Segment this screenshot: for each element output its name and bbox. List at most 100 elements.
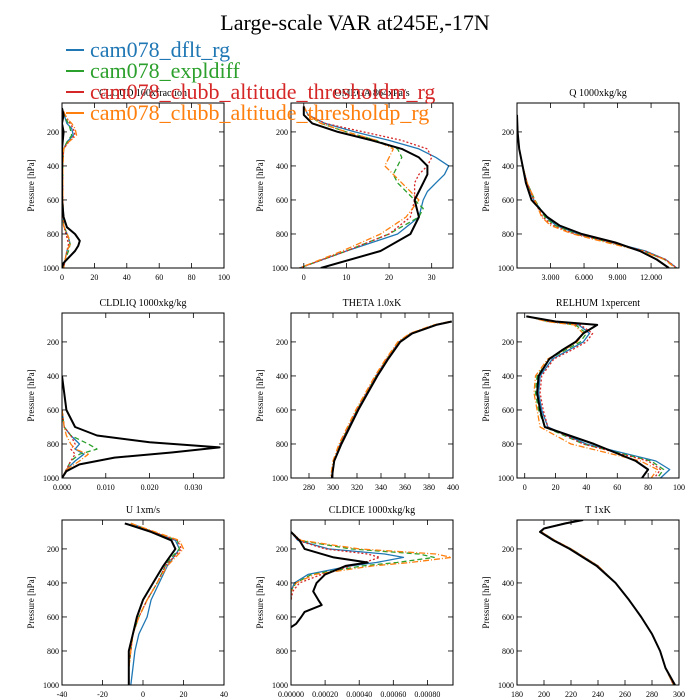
- series-line-cam078_expldiff: [291, 531, 435, 600]
- y-tick-label: 800: [47, 230, 59, 239]
- y-tick-label: 600: [276, 613, 288, 622]
- x-tick-label: 300: [327, 483, 339, 492]
- series-line-cam078_clubb_altitude_thresholdm_rg: [291, 531, 381, 601]
- plot-frame: [290, 519, 454, 686]
- series-line-obs: [291, 531, 369, 629]
- y-tick-label: 200: [276, 338, 288, 347]
- y-tick-label: 200: [276, 128, 288, 137]
- panel-title: U 1xm/s: [126, 505, 160, 516]
- x-tick-label: 0.00000: [278, 690, 304, 699]
- y-tick-label: 800: [502, 230, 514, 239]
- x-tick-label: 0: [141, 690, 145, 699]
- panel-8: CLDICE 1000xkg/kg Pressure [hPa] 200 400 600…: [255, 505, 454, 699]
- x-tick-label: 180: [511, 690, 523, 699]
- y-tick-label: 600: [47, 196, 59, 205]
- panel-title: Q 1000xkg/kg: [569, 88, 627, 99]
- y-tick-label: 200: [276, 545, 288, 554]
- y-axis-label: Pressure [hPa]: [26, 159, 36, 211]
- series-line-cam078_clubb_altitude_thresholdm_rg: [527, 315, 662, 478]
- plot-frame: [61, 102, 225, 269]
- y-tick-label: 600: [502, 613, 514, 622]
- series-line-cam078_expldiff: [527, 315, 665, 478]
- series-line-cam078_clubb_altitude_thresholdp_rg: [128, 522, 185, 685]
- y-tick-label: 600: [276, 406, 288, 415]
- y-tick-label: 200: [47, 338, 59, 347]
- legend-label: cam078_clubb_altitude_thresholdp_rg: [90, 100, 429, 125]
- x-tick-label: 12.000: [640, 273, 662, 282]
- x-tick-label: 20: [90, 273, 98, 282]
- y-tick-label: 800: [502, 647, 514, 656]
- y-tick-label: 400: [276, 372, 288, 381]
- y-tick-label: 1000: [272, 681, 288, 690]
- y-tick-label: 1000: [43, 264, 59, 273]
- x-tick-label: 280: [646, 690, 658, 699]
- y-tick-label: 800: [47, 647, 59, 656]
- legend-entry: cam078_dflt_rg: [66, 37, 230, 62]
- series-group: [291, 531, 452, 629]
- x-tick-label: 0.00080: [414, 690, 440, 699]
- panel-5: THETA 1.0xK Pressure [hPa] 200 400 600 800 100…: [255, 298, 459, 492]
- y-tick-label: 800: [276, 440, 288, 449]
- panel-title: CLOUD 100xfraction: [99, 88, 187, 99]
- x-tick-label: 40: [123, 273, 131, 282]
- x-tick-label: 20: [385, 273, 393, 282]
- panel-3: Q 1000xkg/kg Pressure [hPa] 200 400 600 800 10…: [481, 88, 680, 282]
- legend-label: cam078_clubb_altitude_thresholdm_rg: [90, 79, 435, 104]
- y-axis-label: Pressure [hPa]: [481, 369, 491, 421]
- y-tick-label: 400: [47, 372, 59, 381]
- panel-4: CLDLIQ 1000xkg/kg Pressure [hPa] 200 400 600…: [26, 298, 225, 492]
- panel-title: CLDICE 1000xkg/kg: [329, 505, 415, 516]
- series-line-obs: [330, 320, 453, 478]
- x-tick-label: 3.000: [542, 273, 560, 282]
- x-tick-label: 60: [613, 483, 621, 492]
- legend: cam078_dflt_rgcam078_expldiffcam078_club…: [66, 37, 435, 125]
- series-line-obs: [62, 107, 81, 268]
- y-axis-label: Pressure [hPa]: [26, 576, 36, 628]
- x-tick-label: 0: [302, 273, 306, 282]
- x-tick-label: 100: [673, 483, 685, 492]
- legend-entry: cam078_clubb_altitude_thresholdp_rg: [66, 100, 429, 125]
- legend-entry: cam078_clubb_altitude_thresholdm_rg: [66, 79, 435, 104]
- series-line-cam078_clubb_altitude_thresholdm_rg: [517, 114, 678, 268]
- y-tick-label: 600: [47, 613, 59, 622]
- series-group: [329, 320, 453, 478]
- y-tick-label: 400: [47, 579, 59, 588]
- series-line-cam078_expldiff: [128, 522, 181, 685]
- x-tick-label: 80: [188, 273, 196, 282]
- y-tick-label: 200: [47, 128, 59, 137]
- y-tick-label: 1000: [498, 264, 514, 273]
- y-tick-label: 400: [47, 162, 59, 171]
- series-line-cam078_dflt_rg: [527, 315, 671, 478]
- series-line-obs: [539, 520, 676, 685]
- y-axis-label: Pressure [hPa]: [481, 159, 491, 211]
- plot-frame: [516, 312, 680, 479]
- series-group: [539, 520, 676, 685]
- series-line-cam078_clubb_altitude_thresholdm_rg: [331, 320, 451, 478]
- series-group: [124, 522, 185, 685]
- y-axis-label: Pressure [hPa]: [481, 576, 491, 628]
- y-tick-label: 200: [47, 545, 59, 554]
- x-tick-label: 100: [218, 273, 230, 282]
- legend-label: cam078_expldiff: [90, 58, 241, 83]
- x-tick-label: 0: [60, 273, 64, 282]
- series-line-cam078_dflt_rg: [299, 106, 450, 268]
- y-axis-label: Pressure [hPa]: [255, 159, 265, 211]
- x-tick-label: 0.020: [141, 483, 159, 492]
- series-line-cam078_clubb_altitude_thresholdp_rg: [517, 114, 676, 268]
- series-line-cam078_expldiff: [331, 320, 451, 478]
- series-line-obs: [302, 106, 429, 268]
- series-line-cam078_expldiff: [299, 106, 424, 268]
- x-tick-label: 0.00060: [380, 690, 406, 699]
- panel-title: RELHUM 1xpercent: [556, 298, 640, 309]
- panel-title: CLDLIQ 1000xkg/kg: [100, 298, 187, 309]
- series-line-cam078_clubb_altitude_thresholdm_rg: [128, 522, 183, 685]
- y-tick-label: 400: [276, 579, 288, 588]
- plot-frame: [290, 312, 454, 479]
- series-line-cam078_clubb_altitude_thresholdp_rg: [291, 531, 452, 600]
- x-tick-label: 340: [375, 483, 387, 492]
- series-line-cam078_clubb_altitude_thresholdm_rg: [299, 106, 433, 268]
- y-tick-label: 600: [276, 196, 288, 205]
